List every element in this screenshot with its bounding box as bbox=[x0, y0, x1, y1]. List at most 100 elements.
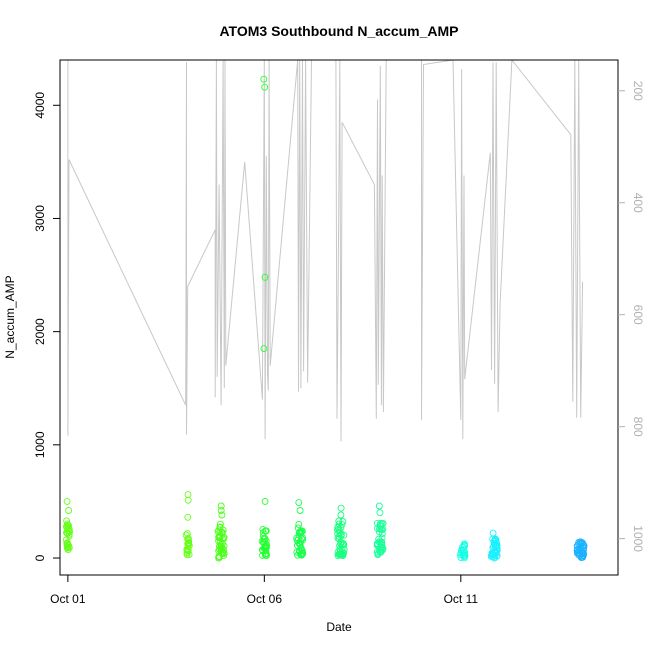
data-point bbox=[373, 541, 381, 549]
right-y-tick-label: 1000 bbox=[631, 525, 645, 552]
data-point bbox=[457, 551, 464, 559]
data-point bbox=[218, 511, 226, 519]
data-point bbox=[63, 543, 71, 551]
data-point bbox=[215, 547, 223, 555]
data-point bbox=[577, 540, 585, 548]
data-point bbox=[578, 553, 586, 561]
data-point bbox=[458, 547, 466, 555]
y-axis-label: N_accum_AMP bbox=[3, 275, 17, 358]
right-y-tick-label: 600 bbox=[631, 305, 645, 325]
x-tick-label: Oct 06 bbox=[247, 592, 283, 606]
data-point bbox=[259, 551, 267, 559]
data-point bbox=[216, 545, 224, 553]
data-point bbox=[219, 545, 227, 552]
data-point bbox=[338, 520, 346, 528]
data-point bbox=[340, 549, 348, 557]
data-point bbox=[376, 509, 384, 517]
data-point bbox=[296, 548, 303, 556]
data-point bbox=[295, 520, 303, 528]
data-point bbox=[62, 536, 70, 544]
data-point bbox=[184, 513, 192, 521]
y-axis: 0 1000 2000 3000 4000 bbox=[33, 92, 60, 561]
data-point bbox=[261, 83, 269, 91]
data-point bbox=[65, 527, 73, 535]
y-tick-label: 3000 bbox=[33, 205, 47, 232]
data-point bbox=[261, 273, 269, 281]
data-point bbox=[492, 536, 500, 544]
data-point bbox=[184, 496, 192, 504]
data-point bbox=[64, 522, 71, 530]
right-y-tick-label: 400 bbox=[631, 193, 645, 213]
data-point bbox=[377, 522, 385, 530]
data-point bbox=[573, 549, 581, 557]
data-point bbox=[337, 504, 345, 512]
data-point bbox=[183, 530, 191, 538]
data-point bbox=[339, 518, 347, 525]
data-point bbox=[378, 534, 386, 542]
data-point bbox=[296, 507, 304, 514]
y-tick-label: 2000 bbox=[33, 318, 47, 345]
data-point bbox=[334, 530, 342, 537]
data-point bbox=[261, 544, 268, 551]
y-tick-label: 0 bbox=[33, 554, 47, 561]
x-axis: Oct 01 Oct 06 Oct 11 bbox=[50, 575, 478, 606]
data-point bbox=[216, 524, 224, 532]
data-point bbox=[261, 551, 269, 559]
data-point bbox=[489, 529, 497, 537]
data-point bbox=[260, 345, 268, 353]
x-axis-label: Date bbox=[326, 620, 352, 634]
data-point bbox=[263, 543, 270, 551]
data-point bbox=[217, 507, 225, 514]
data-point bbox=[63, 497, 71, 505]
data-point bbox=[573, 542, 581, 550]
data-point bbox=[296, 528, 304, 536]
data-point bbox=[579, 551, 587, 559]
data-point bbox=[262, 527, 270, 535]
y-tick-label: 4000 bbox=[33, 92, 47, 119]
data-point bbox=[184, 534, 192, 542]
data-point bbox=[64, 546, 72, 553]
data-point bbox=[293, 541, 301, 549]
data-point bbox=[493, 547, 501, 555]
data-point bbox=[216, 538, 224, 546]
y-tick-label: 1000 bbox=[33, 431, 47, 458]
y-axis-right: 200 400 600 800 1000 bbox=[618, 81, 645, 552]
x-tick-label: Oct 01 bbox=[50, 592, 86, 606]
data-point bbox=[262, 547, 270, 555]
data-point bbox=[260, 75, 268, 83]
data-point bbox=[184, 540, 192, 548]
data-point bbox=[490, 539, 498, 547]
data-point bbox=[491, 543, 499, 551]
data-point bbox=[294, 551, 302, 559]
data-point bbox=[217, 502, 225, 510]
data-point bbox=[337, 524, 345, 532]
data-point bbox=[63, 539, 71, 547]
data-point bbox=[377, 520, 384, 527]
data-point bbox=[220, 533, 228, 541]
grey-series-line bbox=[67, 60, 584, 442]
data-point bbox=[184, 491, 192, 499]
data-point bbox=[259, 525, 267, 533]
data-point bbox=[261, 497, 269, 505]
right-y-tick-label: 200 bbox=[631, 81, 645, 101]
right-y-tick-label: 800 bbox=[631, 417, 645, 437]
x-tick-label: Oct 11 bbox=[444, 592, 479, 606]
data-point bbox=[375, 502, 383, 510]
plot-frame bbox=[59, 59, 619, 576]
data-point bbox=[297, 537, 305, 545]
chart-title: ATOM3 Southbound N_accum_AMP bbox=[219, 23, 458, 39]
data-point bbox=[337, 511, 345, 519]
data-point bbox=[258, 537, 266, 545]
data-point bbox=[185, 541, 193, 549]
data-point bbox=[295, 499, 303, 507]
data-point bbox=[488, 552, 496, 560]
data-point bbox=[215, 534, 223, 542]
data-point bbox=[377, 546, 385, 554]
data-point bbox=[573, 546, 581, 554]
data-point bbox=[183, 551, 191, 558]
data-point bbox=[185, 539, 193, 546]
data-point bbox=[65, 507, 73, 514]
data-point bbox=[340, 541, 348, 549]
data-point bbox=[337, 531, 345, 538]
